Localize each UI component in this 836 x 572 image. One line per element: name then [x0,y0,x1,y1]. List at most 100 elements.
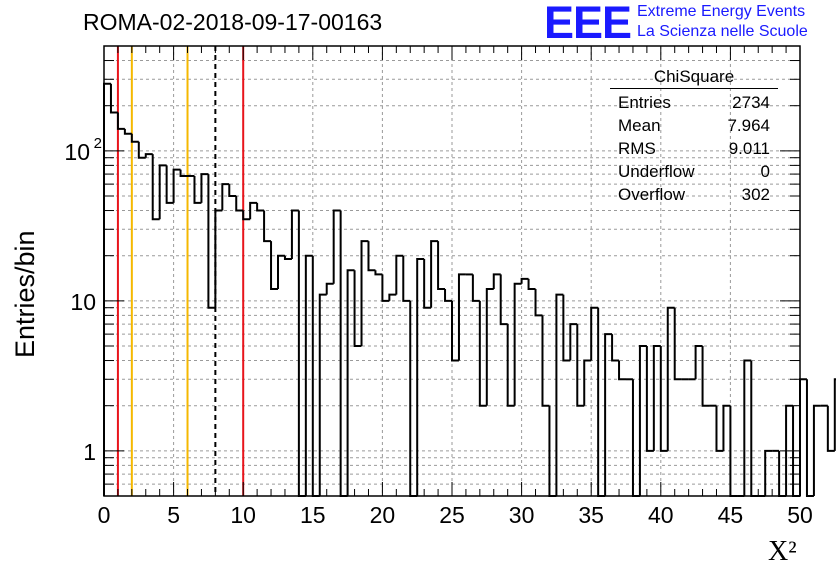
histogram-bin [144,153,153,158]
x-tick-label: 35 [578,502,604,528]
histogram-bin [130,133,139,143]
stats-label: RMS [618,139,656,158]
x-tick-label: 5 [167,502,180,528]
histogram-bin [430,240,439,308]
x-tick-label: 20 [370,502,396,528]
stats-row-overflow: Overflow 302 [610,183,778,206]
histogram-bin [235,196,244,212]
run-title: ROMA-02-2018-09-17-00163 [83,9,383,35]
x-tick-label: 40 [648,502,674,528]
histogram-bin [527,278,536,290]
histogram-bin [402,255,411,302]
y-axis-label-wrap: Entries/bin [8,180,40,380]
histogram-bin [805,379,814,497]
histogram-bin [416,258,425,496]
histogram-bin [826,405,835,452]
histogram-bin [437,241,446,290]
histogram-bin [694,345,703,380]
histogram-bin [673,307,682,381]
histogram-bin [193,175,202,204]
stats-value: 7.964 [727,116,770,135]
y-tick-label: 10 [64,139,90,165]
histogram-bin [325,282,334,295]
histogram-bin [499,274,508,326]
histogram-bin [534,288,543,317]
histogram-bin [346,269,355,496]
histogram-bin [339,210,348,497]
stats-label: Overflow [618,185,686,204]
histogram-bin [652,345,661,451]
stats-row-entries: Entries 2734 [610,91,778,114]
histogram-bin [597,307,606,497]
stats-row-rms: RMS 9.011 [610,137,778,160]
y-tick-label-exponent: 2 [94,135,102,152]
histogram-bin [513,282,522,406]
histogram-bin [242,210,251,221]
histogram-bin [471,274,480,302]
stats-label: Mean [618,116,661,135]
histogram-bin [799,378,807,496]
histogram-bin [109,83,118,114]
eee-logo: EEE [544,0,632,48]
histogram-bin [221,183,230,211]
histogram-bin [207,174,216,309]
histogram-bin [409,300,418,497]
histogram-bin [576,324,585,407]
x-tick-label: 15 [300,502,326,528]
axes [103,45,801,497]
histogram-bin [555,293,564,496]
histogram-bin [388,293,397,301]
histogram-bin [833,378,836,451]
histogram-bin [812,404,821,496]
stats-value: 302 [741,185,770,204]
histogram-bin [520,277,529,284]
histogram-bin [541,315,550,407]
stats-row-mean: Mean 7.964 [610,114,778,137]
stats-title: ChiSquare [610,67,778,89]
x-tick-label: 45 [718,502,744,528]
histogram-bin [290,209,299,260]
histogram-bin [374,270,383,276]
histogram-bin [304,254,313,496]
histogram-bin [444,288,452,302]
x-tick-label: 0 [98,502,111,528]
histogram-bin [297,210,306,497]
histogram-bin [283,255,292,261]
histogram-bin [263,210,272,243]
histogram-bin [116,112,125,130]
histogram-bin [562,294,571,362]
histogram-bin [583,359,592,406]
x-tick-label: 25 [439,502,465,528]
histogram-bin [764,449,773,496]
histogram-bin [214,209,223,308]
histogram-bin [569,323,578,361]
histogram-bin [638,345,647,496]
y-tick-label: 10 [70,289,96,315]
x-axis-label: X² [768,536,797,567]
histogram-bin [750,360,759,497]
stats-row-underflow: Underflow 0 [610,160,778,183]
histogram-bin [277,254,285,289]
histogram-bin [743,359,752,496]
histogram-bin [701,346,710,407]
stats-label: Underflow [618,162,695,181]
stats-value: 9.011 [728,139,770,158]
histogram-bin [659,346,668,452]
histogram-bin [492,273,501,289]
histogram-bin [228,184,237,197]
histogram-bin [395,254,404,295]
histogram-bin [381,274,390,302]
logo-subtitle-2: La Scienza nelle Scuole [637,23,808,40]
histogram-bin [249,201,258,220]
histogram-bin [715,405,724,452]
histogram-bin [360,240,369,346]
histogram-bin [158,164,167,220]
histogram-bin [611,334,620,362]
histogram-bin [103,82,111,496]
x-tick-label: 30 [509,502,535,528]
histogram-bin [604,333,613,496]
histogram-bin [256,202,265,212]
histogram-bin [179,169,188,177]
